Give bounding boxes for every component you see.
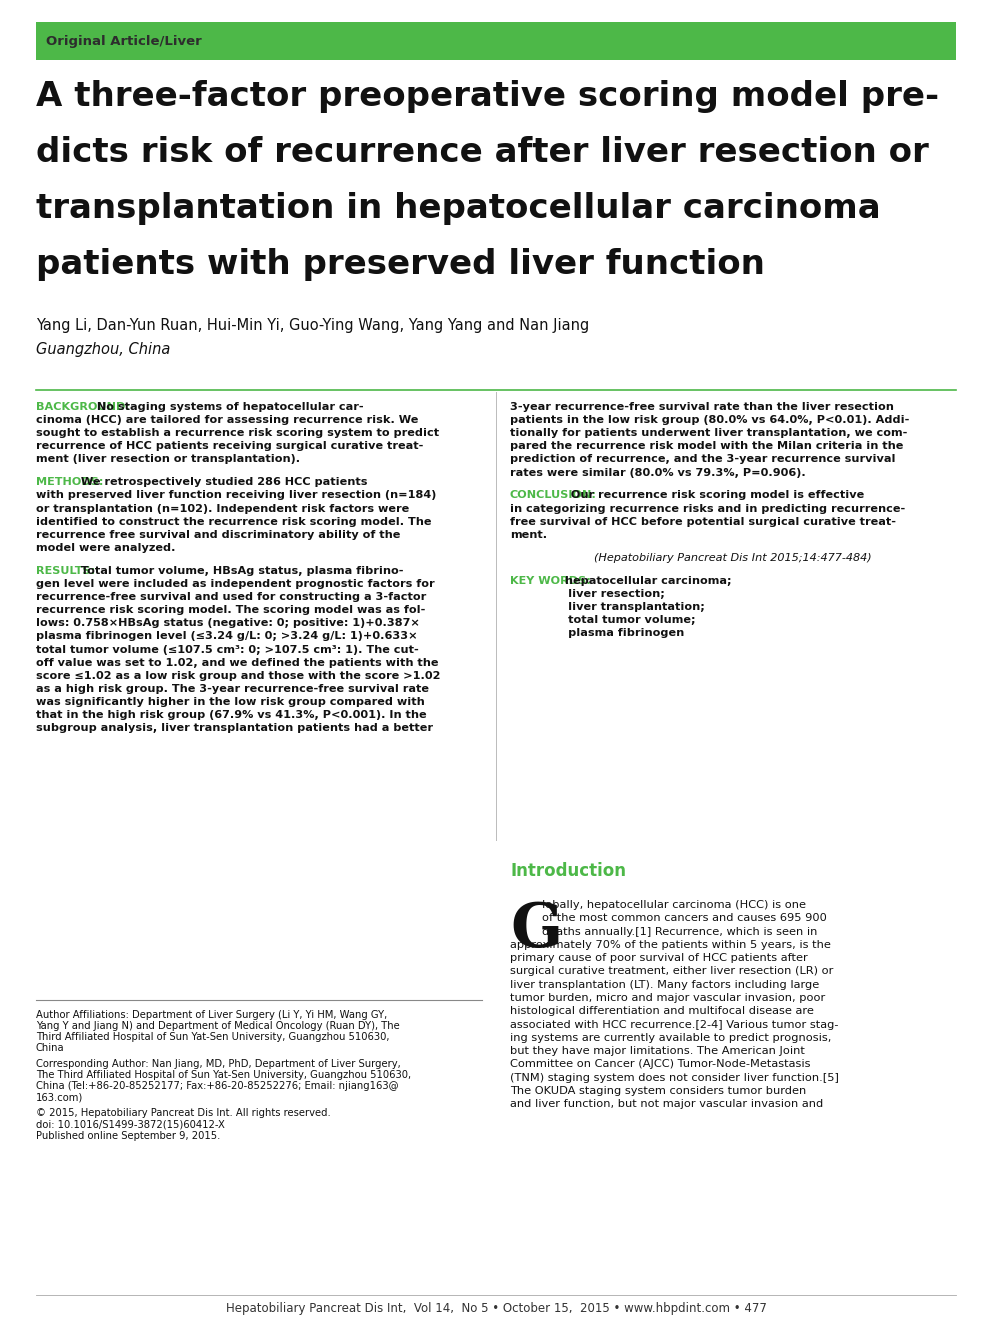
- Text: deaths annually.[1] Recurrence, which is seen in: deaths annually.[1] Recurrence, which is…: [542, 926, 817, 937]
- Text: pared the recurrence risk model with the Milan criteria in the: pared the recurrence risk model with the…: [510, 442, 904, 451]
- Text: dicts risk of recurrence after liver resection or: dicts risk of recurrence after liver res…: [36, 136, 929, 169]
- Text: G: G: [510, 900, 562, 960]
- Text: Third Affiliated Hospital of Sun Yat-Sen University, Guangzhou 510630,: Third Affiliated Hospital of Sun Yat-Sen…: [36, 1032, 390, 1043]
- Text: CONCLUSION:: CONCLUSION:: [510, 491, 597, 500]
- Text: of the most common cancers and causes 695 900: of the most common cancers and causes 69…: [542, 913, 827, 923]
- Text: primary cause of poor survival of HCC patients after: primary cause of poor survival of HCC pa…: [510, 953, 807, 963]
- Text: patients in the low risk group (80.0% vs 64.0%, P<0.01). Addi-: patients in the low risk group (80.0% vs…: [510, 415, 910, 425]
- Text: recurrence-free survival and used for constructing a 3-factor: recurrence-free survival and used for co…: [36, 591, 427, 602]
- Text: identified to construct the recurrence risk scoring model. The: identified to construct the recurrence r…: [36, 517, 432, 527]
- Text: total tumor volume (≤107.5 cm³: 0; >107.5 cm³: 1). The cut-: total tumor volume (≤107.5 cm³: 0; >107.…: [36, 644, 419, 655]
- Text: total tumor volume;: total tumor volume;: [510, 615, 695, 624]
- Text: with preserved liver function receiving liver resection (n=184): with preserved liver function receiving …: [36, 491, 436, 500]
- Text: Guangzhou, China: Guangzhou, China: [36, 343, 171, 357]
- Text: tumor burden, micro and major vascular invasion, poor: tumor burden, micro and major vascular i…: [510, 994, 825, 1003]
- Text: hepatocellular carcinoma;: hepatocellular carcinoma;: [561, 576, 732, 586]
- Text: subgroup analysis, liver transplantation patients had a better: subgroup analysis, liver transplantation…: [36, 724, 433, 733]
- Text: 163.com): 163.com): [36, 1093, 83, 1102]
- Text: or transplantation (n=102). Independent risk factors were: or transplantation (n=102). Independent …: [36, 504, 410, 513]
- Text: approximately 70% of the patients within 5 years, is the: approximately 70% of the patients within…: [510, 939, 831, 950]
- Text: 3-year recurrence-free survival rate than the liver resection: 3-year recurrence-free survival rate tha…: [510, 402, 894, 411]
- Text: plasma fibrinogen: plasma fibrinogen: [510, 628, 684, 638]
- Text: off value was set to 1.02, and we defined the patients with the: off value was set to 1.02, and we define…: [36, 658, 438, 668]
- Text: tionally for patients underwent liver transplantation, we com-: tionally for patients underwent liver tr…: [510, 429, 908, 438]
- Text: China: China: [36, 1044, 64, 1053]
- Text: RESULTS:: RESULTS:: [36, 566, 95, 576]
- Text: Yang Y and Jiang N) and Department of Medical Oncology (Ruan DY), The: Yang Y and Jiang N) and Department of Me…: [36, 1021, 400, 1031]
- Text: score ≤1.02 as a low risk group and those with the score >1.02: score ≤1.02 as a low risk group and thos…: [36, 671, 440, 681]
- Text: transplantation in hepatocellular carcinoma: transplantation in hepatocellular carcin…: [36, 192, 881, 225]
- Text: The Third Affiliated Hospital of Sun Yat-Sen University, Guangzhou 510630,: The Third Affiliated Hospital of Sun Yat…: [36, 1070, 411, 1081]
- Text: surgical curative treatment, either liver resection (LR) or: surgical curative treatment, either live…: [510, 966, 833, 976]
- Text: lows: 0.758×HBsAg status (negative: 0; positive: 1)+0.387×: lows: 0.758×HBsAg status (negative: 0; p…: [36, 618, 420, 628]
- Text: lobally, hepatocellular carcinoma (HCC) is one: lobally, hepatocellular carcinoma (HCC) …: [542, 900, 806, 910]
- Text: © 2015, Hepatobiliary Pancreat Dis Int. All rights reserved.: © 2015, Hepatobiliary Pancreat Dis Int. …: [36, 1109, 330, 1118]
- Text: Introduction: Introduction: [510, 863, 626, 880]
- Text: as a high risk group. The 3-year recurrence-free survival rate: as a high risk group. The 3-year recurre…: [36, 684, 429, 693]
- Text: ing systems are currently available to predict prognosis,: ing systems are currently available to p…: [510, 1033, 831, 1043]
- Text: Corresponding Author: Nan Jiang, MD, PhD, Department of Liver Surgery,: Corresponding Author: Nan Jiang, MD, PhD…: [36, 1060, 401, 1069]
- Text: BACKGROUND:: BACKGROUND:: [36, 402, 130, 411]
- Text: liver transplantation;: liver transplantation;: [510, 602, 704, 611]
- Text: Original Article/Liver: Original Article/Liver: [46, 34, 201, 48]
- Text: Published online September 9, 2015.: Published online September 9, 2015.: [36, 1131, 220, 1140]
- Text: prediction of recurrence, and the 3-year recurrence survival: prediction of recurrence, and the 3-year…: [510, 455, 896, 464]
- Text: associated with HCC recurrence.[2-4] Various tumor stag-: associated with HCC recurrence.[2-4] Var…: [510, 1020, 838, 1029]
- Text: Our recurrence risk scoring model is effective: Our recurrence risk scoring model is eff…: [566, 491, 864, 500]
- Text: plasma fibrinogen level (≤3.24 g/L: 0; >3.24 g/L: 1)+0.633×: plasma fibrinogen level (≤3.24 g/L: 0; >…: [36, 631, 418, 642]
- Text: Author Affiliations: Department of Liver Surgery (Li Y, Yi HM, Wang GY,: Author Affiliations: Department of Liver…: [36, 1009, 387, 1020]
- Text: rates were similar (80.0% vs 79.3%, P=0.906).: rates were similar (80.0% vs 79.3%, P=0.…: [510, 467, 806, 478]
- Text: liver resection;: liver resection;: [510, 589, 665, 598]
- Text: model were analyzed.: model were analyzed.: [36, 542, 176, 553]
- Text: Total tumor volume, HBsAg status, plasma fibrino-: Total tumor volume, HBsAg status, plasma…: [77, 566, 404, 576]
- Text: We retrospectively studied 286 HCC patients: We retrospectively studied 286 HCC patie…: [77, 478, 368, 487]
- Text: liver transplantation (LT). Many factors including large: liver transplantation (LT). Many factors…: [510, 980, 819, 990]
- Text: and liver function, but not major vascular invasion and: and liver function, but not major vascul…: [510, 1099, 823, 1109]
- Text: KEY WORDS:: KEY WORDS:: [510, 576, 591, 586]
- Text: cinoma (HCC) are tailored for assessing recurrence risk. We: cinoma (HCC) are tailored for assessing …: [36, 415, 419, 425]
- Text: patients with preserved liver function: patients with preserved liver function: [36, 247, 765, 280]
- Text: in categorizing recurrence risks and in predicting recurrence-: in categorizing recurrence risks and in …: [510, 504, 906, 513]
- Text: ment (liver resection or transplantation).: ment (liver resection or transplantation…: [36, 455, 301, 464]
- Text: doi: 10.1016/S1499-3872(15)60412-X: doi: 10.1016/S1499-3872(15)60412-X: [36, 1119, 225, 1130]
- Text: No staging systems of hepatocellular car-: No staging systems of hepatocellular car…: [92, 402, 363, 411]
- Text: METHODS:: METHODS:: [36, 478, 103, 487]
- Text: gen level were included as independent prognostic factors for: gen level were included as independent p…: [36, 579, 434, 589]
- Text: (TNM) staging system does not consider liver function.[5]: (TNM) staging system does not consider l…: [510, 1073, 839, 1082]
- Text: Committee on Cancer (AJCC) Tumor-Node-Metastasis: Committee on Cancer (AJCC) Tumor-Node-Me…: [510, 1060, 810, 1069]
- Text: was significantly higher in the low risk group compared with: was significantly higher in the low risk…: [36, 697, 425, 706]
- Text: recurrence of HCC patients receiving surgical curative treat-: recurrence of HCC patients receiving sur…: [36, 442, 424, 451]
- Text: (Hepatobiliary Pancreat Dis Int 2015;14:477-484): (Hepatobiliary Pancreat Dis Int 2015;14:…: [594, 553, 872, 562]
- Text: Hepatobiliary Pancreat Dis Int,  Vol 14,  No 5 • October 15,  2015 • www.hbpdint: Hepatobiliary Pancreat Dis Int, Vol 14, …: [225, 1302, 767, 1315]
- Text: ment.: ment.: [510, 529, 548, 540]
- Text: but they have major limitations. The American Joint: but they have major limitations. The Ame…: [510, 1046, 805, 1056]
- Text: recurrence free survival and discriminatory ability of the: recurrence free survival and discriminat…: [36, 529, 401, 540]
- Text: histological differentiation and multifocal disease are: histological differentiation and multifo…: [510, 1007, 813, 1016]
- Text: The OKUDA staging system considers tumor burden: The OKUDA staging system considers tumor…: [510, 1086, 806, 1095]
- Text: sought to establish a recurrence risk scoring system to predict: sought to establish a recurrence risk sc…: [36, 429, 439, 438]
- Text: free survival of HCC before potential surgical curative treat-: free survival of HCC before potential su…: [510, 517, 896, 527]
- Text: A three-factor preoperative scoring model pre-: A three-factor preoperative scoring mode…: [36, 79, 939, 112]
- Text: China (Tel:+86-20-85252177; Fax:+86-20-85252276; Email: njiang163@: China (Tel:+86-20-85252177; Fax:+86-20-8…: [36, 1081, 399, 1091]
- Text: that in the high risk group (67.9% vs 41.3%, P<0.001). In the: that in the high risk group (67.9% vs 41…: [36, 710, 427, 720]
- Text: Yang Li, Dan-Yun Ruan, Hui-Min Yi, Guo-Ying Wang, Yang Yang and Nan Jiang: Yang Li, Dan-Yun Ruan, Hui-Min Yi, Guo-Y…: [36, 318, 589, 333]
- Bar: [36, 22, 956, 60]
- Text: recurrence risk scoring model. The scoring model was as fol-: recurrence risk scoring model. The scori…: [36, 605, 426, 615]
